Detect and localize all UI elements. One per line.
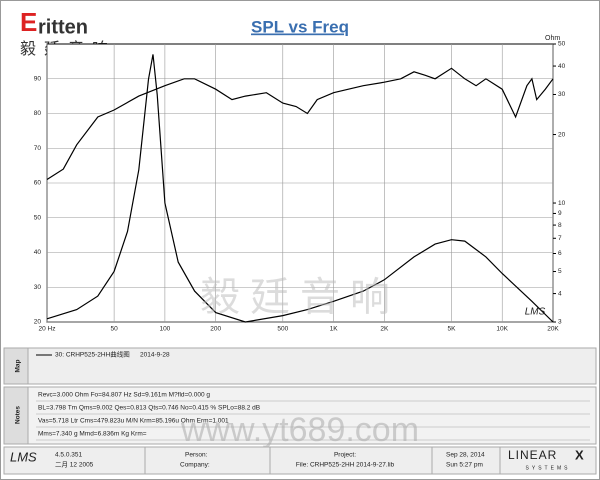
y-tick-label: 50	[34, 214, 42, 221]
y-tick-label: 70	[34, 145, 42, 152]
x-tick-label: 200	[210, 326, 221, 333]
y2-tick-label: 3	[558, 319, 562, 326]
x-tick-label: 50	[111, 326, 119, 333]
version: 4.5.0.351	[55, 452, 82, 459]
file: File: CRHP525-2HH 2014-9-27.lib	[296, 462, 395, 469]
x-tick-label: 10K	[496, 326, 508, 333]
y-tick-label: 80	[34, 110, 42, 117]
plot: 20 Hz 50 100 200 500 1K 2K 5K 10K 20K 20 30 40 50 60 70…	[34, 41, 566, 333]
y2-tick-label: 5	[558, 268, 562, 275]
y2-tick-label: 30	[558, 91, 566, 98]
y-tick-label: 30	[34, 284, 42, 291]
x-tick-label: 1K	[330, 326, 339, 333]
y2-tick-label: 8	[558, 222, 562, 229]
note-line: Mms=7.340 g Mmd=6.836m Kg Krm=	[38, 431, 147, 438]
footer	[3, 446, 597, 475]
person: Person:	[185, 452, 208, 459]
notes-label: Notes	[15, 406, 22, 424]
x-tick-label: 20K	[547, 326, 559, 333]
time: Sun 5:27 pm	[446, 462, 483, 469]
notes-lines: Revc=3.000 Ohm Fo=84.807 Hz Sd=9.161m M?…	[36, 392, 590, 441]
company: Company:	[180, 462, 210, 469]
plot-annotation: LMS	[525, 307, 546, 318]
y-tick-label: 20	[34, 319, 42, 326]
chart-title: SPL vs Freq	[251, 17, 349, 36]
notes-strip	[3, 386, 29, 445]
legend-date: 2014-9-28	[140, 352, 170, 359]
build-date: 二月 12 2005	[55, 461, 94, 469]
y2-tick-label: 10	[558, 200, 566, 207]
y2-tick-label: 50	[558, 41, 566, 48]
logo: ritten	[38, 16, 88, 38]
y-tick-label: 90	[34, 75, 42, 82]
x-tick-label: 500	[277, 326, 288, 333]
brand-x: X	[575, 447, 584, 462]
notes-panel	[3, 386, 597, 445]
y2-tick-label: 7	[558, 235, 562, 242]
brand-sub: SYSTEMS	[526, 465, 571, 471]
watermark: www.yt689.com	[180, 411, 419, 449]
y-tick-label: 40	[34, 249, 42, 256]
map-panel	[3, 347, 597, 385]
y2-tick-label: 6	[558, 250, 562, 257]
map-strip	[3, 347, 29, 385]
note-line: Vas=5.718 Ltr Cms=479.823u M/N Krm=85.19…	[38, 418, 229, 425]
y-tick-label: 60	[34, 180, 42, 187]
y2-label: Ohm	[545, 35, 560, 42]
y2-tick-label: 4	[558, 290, 562, 297]
date: Sep 28, 2014	[446, 452, 485, 459]
x-tick-label: 100	[159, 326, 170, 333]
y2-tick-label: 20	[558, 131, 566, 138]
project: Project:	[334, 452, 356, 459]
x-tick-label: 2K	[380, 326, 389, 333]
y2-tick-label: 9	[558, 210, 562, 217]
x-tick-label: 5K	[447, 326, 456, 333]
note-line: BL=3.798 Tm Qms=9.002 Qes=0.813 Qts=0.74…	[38, 405, 260, 412]
y2-tick-label: 40	[558, 63, 566, 70]
note-line: Revc=3.000 Ohm Fo=84.807 Hz Sd=9.161m M?…	[38, 392, 210, 399]
curve	[46, 54, 554, 323]
legend-entry: 30: CRHP525-2HH曲线图	[55, 350, 130, 359]
logo-letter: E	[20, 7, 37, 37]
map-label: Map	[15, 359, 22, 372]
brand: LINEAR	[508, 448, 557, 462]
watermark-cn: 毅廷音响	[200, 276, 400, 320]
footer-logo: LMS	[10, 449, 37, 464]
x-tick-label: 20 Hz	[39, 326, 56, 333]
